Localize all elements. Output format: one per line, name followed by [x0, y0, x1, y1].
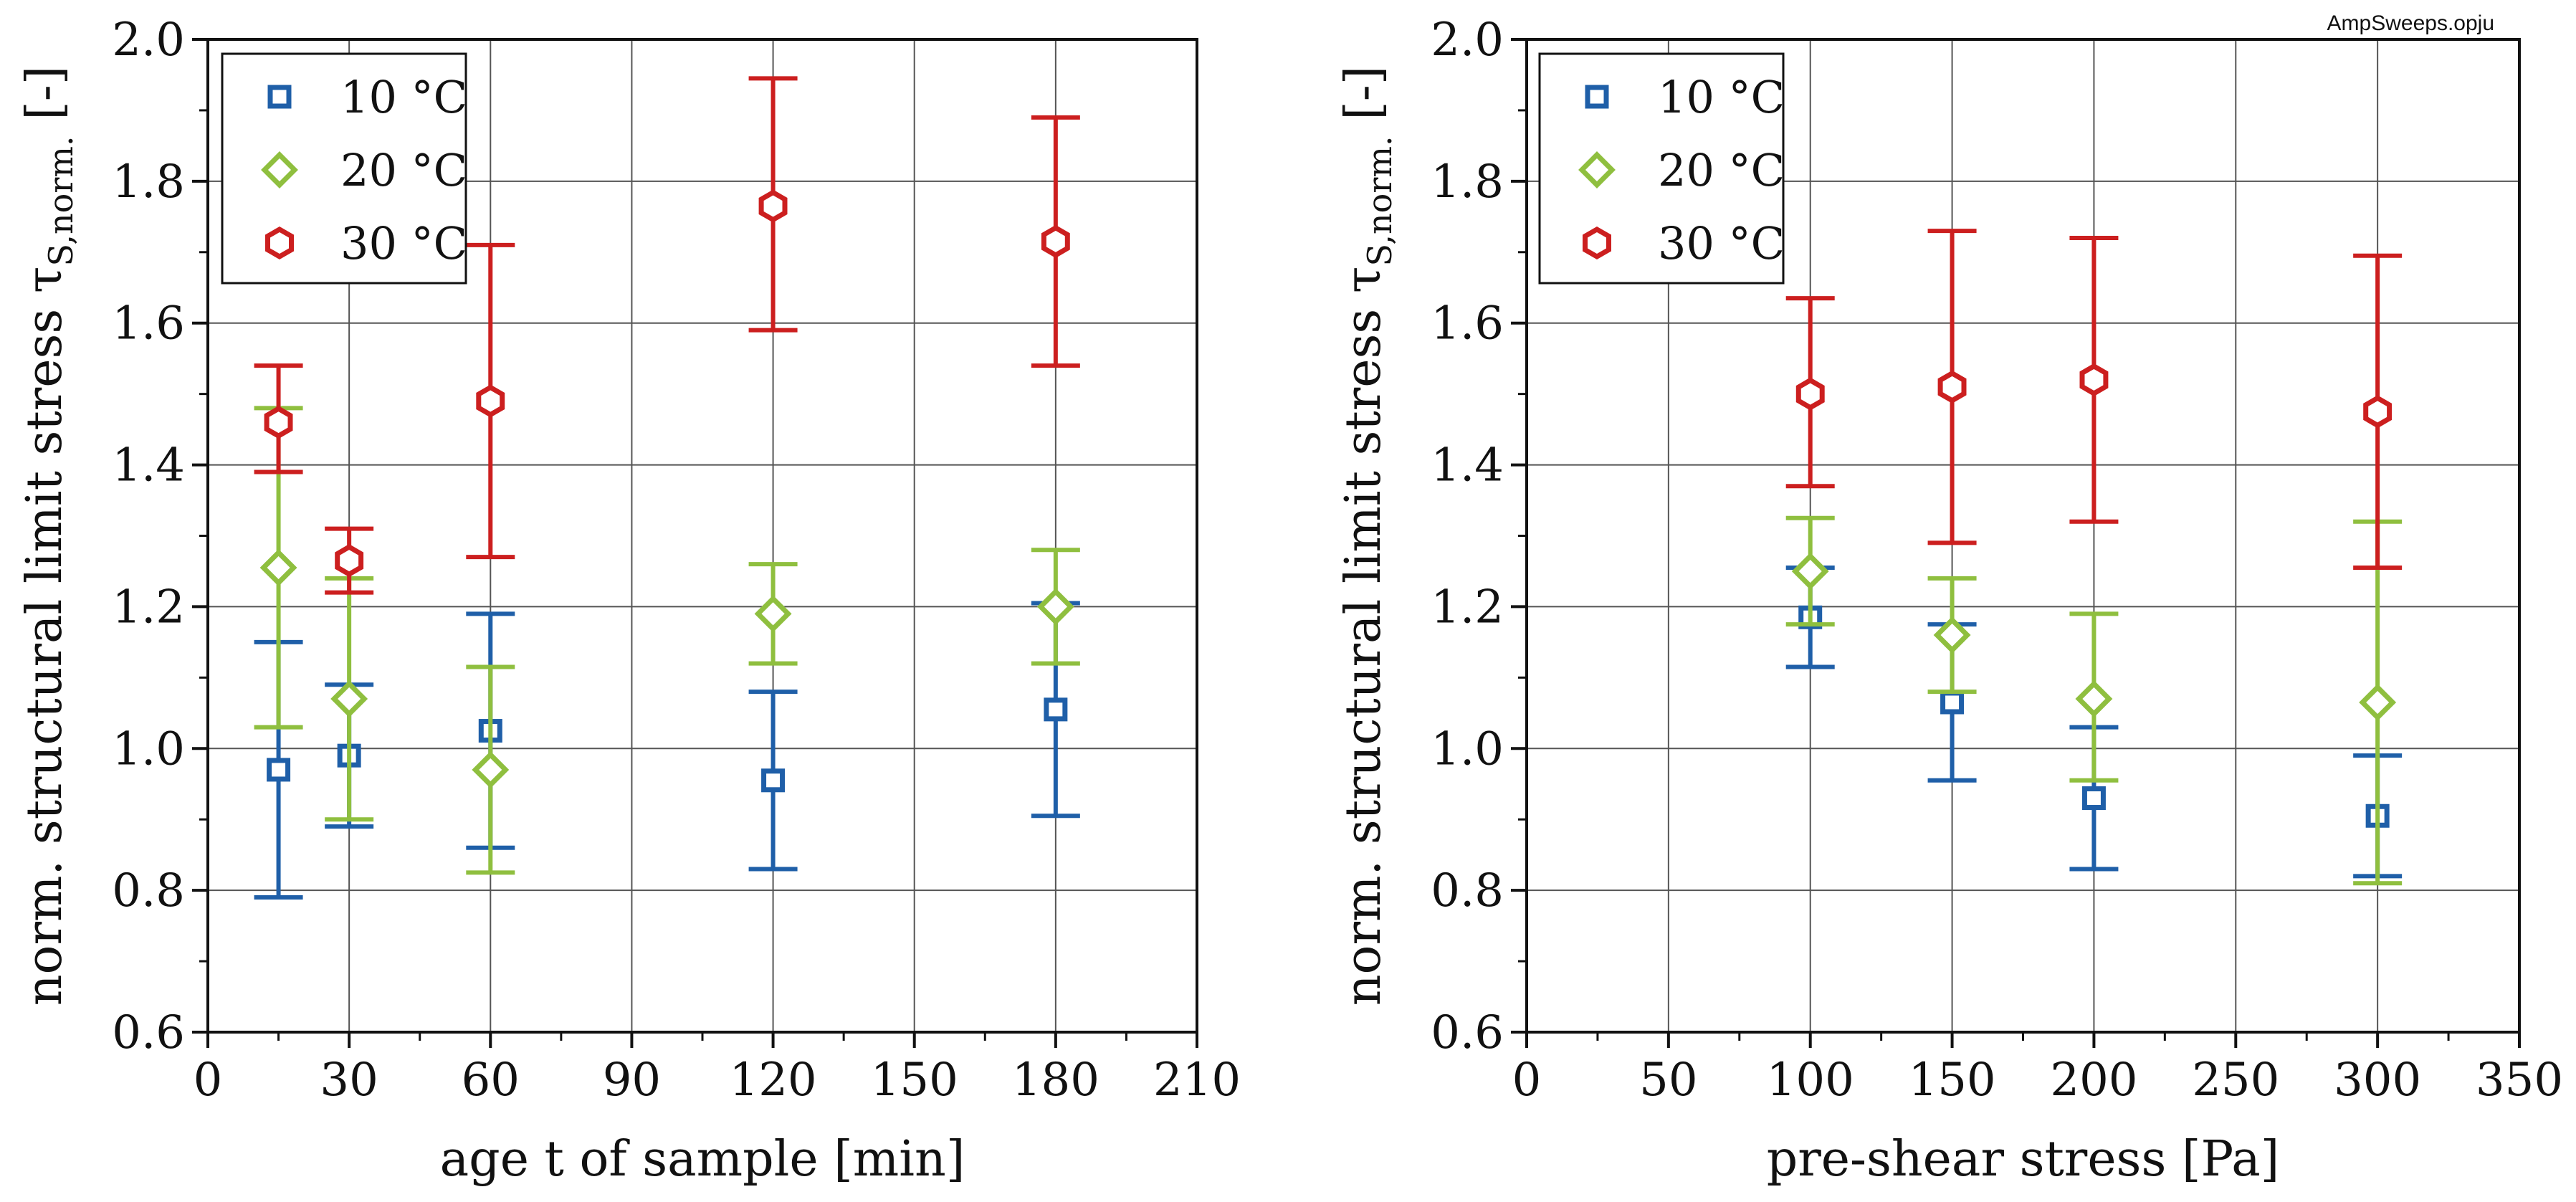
- data-point-square: [2081, 786, 2106, 811]
- y-tick-label: 0.6: [112, 1006, 185, 1059]
- data-point-diamond: [1933, 616, 1971, 654]
- x-tick-label: 350: [2476, 1054, 2563, 1107]
- x-tick-label: 0: [1512, 1054, 1542, 1107]
- x-tick-label: 120: [729, 1054, 816, 1107]
- x-tick-label: 210: [1153, 1054, 1241, 1107]
- x-axis-title: pre-shear stress [Pa]: [1767, 1131, 2280, 1188]
- y-axis-title-subscript: S,norm.: [42, 135, 80, 266]
- legend-label: 20 °C: [1658, 144, 1785, 196]
- legend-label: 10 °C: [340, 71, 467, 123]
- data-point-hexagon: [758, 189, 788, 223]
- x-tick-label: 60: [462, 1054, 520, 1107]
- y-axis-title-main: norm. structural limit stress τ: [16, 266, 73, 1006]
- data-point-square: [267, 758, 291, 782]
- legend: 10 °C 20 °C 30 °C: [221, 52, 467, 285]
- data-point-hexagon: [2079, 363, 2109, 396]
- legend-marker-square: [1585, 85, 1609, 109]
- y-tick-label: 2.0: [1431, 14, 1504, 67]
- legend-marker-diamond: [1578, 151, 1616, 189]
- legend-marker-hexagon: [265, 226, 294, 260]
- data-point-hexagon: [1795, 377, 1825, 411]
- x-tick-label: 50: [1639, 1054, 1697, 1107]
- y-tick-label: 1.2: [1431, 581, 1504, 634]
- series-30c: [1785, 229, 2403, 571]
- x-tick-label: 100: [1767, 1054, 1854, 1107]
- data-point-square: [761, 768, 786, 793]
- y-tick-label: 1.6: [1431, 297, 1504, 350]
- y-tick-label: 2.0: [112, 14, 185, 67]
- y-axis-title-subscript: S,norm.: [1360, 135, 1399, 266]
- data-point-diamond: [259, 549, 297, 586]
- data-point-diamond: [2075, 680, 2113, 717]
- chart-right-pre-shear: 0 50 100 150 200 250 300 350 0.6 0.8 1.0 1.2 1.4 1.6 1…: [1335, 14, 2563, 1188]
- chart-left-age: 0 30 60 90 120 150 180 210 0.6 0.8 1.0 1.2 1.4 1.6 1.8…: [16, 14, 1241, 1188]
- y-tick-label: 1.4: [112, 439, 185, 492]
- data-point-diamond: [330, 680, 368, 717]
- y-axis-title: norm. structural limit stress τS,norm. […: [1335, 66, 1399, 1006]
- x-tick-label: 150: [871, 1054, 958, 1107]
- y-tick-label: 0.6: [1431, 1006, 1504, 1059]
- y-axis-title: norm. structural limit stress τS,norm. […: [16, 66, 80, 1006]
- x-tick-label: 30: [320, 1054, 378, 1107]
- x-tick-label: 200: [2050, 1054, 2137, 1107]
- y-tick-label: 1.0: [112, 722, 185, 776]
- data-point-diamond: [1791, 553, 1829, 590]
- legend-label: 30 °C: [340, 217, 467, 270]
- data-point-hexagon: [1041, 224, 1070, 258]
- data-point-hexagon: [476, 384, 505, 418]
- y-tick-label: 0.8: [112, 864, 185, 917]
- data-point-diamond: [1036, 588, 1074, 626]
- data-point-hexagon: [335, 544, 364, 578]
- x-tick-label: 300: [2334, 1054, 2421, 1107]
- legend-label: 20 °C: [340, 144, 467, 196]
- y-tick-label: 1.6: [112, 297, 185, 350]
- x-axis-title: age t of sample [min]: [440, 1131, 965, 1188]
- y-tick-label: 1.0: [1431, 722, 1504, 776]
- data-point-hexagon: [2363, 395, 2393, 429]
- file-name-label: AmpSweeps.opju: [2327, 11, 2494, 35]
- y-axis-title-unit: [-]: [1335, 66, 1392, 136]
- data-point-hexagon: [1937, 370, 1967, 404]
- series-20c: [1785, 515, 2403, 886]
- x-tick-label: 90: [603, 1054, 661, 1107]
- y-tick-label: 1.8: [1431, 156, 1504, 209]
- y-axis-title-unit: [-]: [16, 66, 73, 136]
- data-point-square: [1044, 697, 1068, 722]
- legend: 10 °C 20 °C 30 °C: [1538, 52, 1785, 285]
- data-point-diamond: [472, 751, 510, 788]
- legend-marker-diamond: [261, 151, 298, 189]
- y-tick-label: 0.8: [1431, 864, 1504, 917]
- y-tick-label: 1.2: [112, 581, 185, 634]
- legend-label: 10 °C: [1658, 71, 1785, 123]
- data-point-hexagon: [264, 406, 293, 439]
- series-20c: [254, 406, 1080, 875]
- legend-marker-hexagon: [1583, 226, 1611, 260]
- x-tick-label: 250: [2192, 1054, 2279, 1107]
- x-tick-label: 150: [1908, 1054, 1995, 1107]
- series-30c: [254, 76, 1080, 595]
- legend-label: 30 °C: [1658, 217, 1785, 270]
- data-point-square: [1940, 690, 1965, 715]
- data-point-diamond: [754, 595, 792, 633]
- data-point-diamond: [2359, 684, 2397, 721]
- x-tick-label: 0: [194, 1054, 223, 1107]
- y-tick-label: 1.4: [1431, 439, 1504, 492]
- y-axis-title-main: norm. structural limit stress τ: [1335, 266, 1392, 1006]
- x-tick-label: 180: [1012, 1054, 1099, 1107]
- y-tick-label: 1.8: [112, 156, 185, 209]
- legend-marker-square: [267, 85, 292, 109]
